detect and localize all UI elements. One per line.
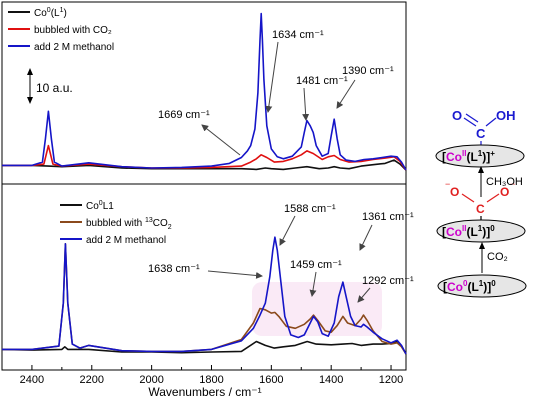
scheme-carboxyl-oh: OH	[496, 108, 516, 123]
annotation-arrows	[201, 41, 373, 303]
scheme-co2-minus-right: −	[510, 179, 515, 189]
scheme-co2-bond-right	[486, 193, 500, 203]
arrow-1481	[302, 87, 310, 121]
arrow-1634	[265, 41, 279, 113]
scheme-step-upper: CH₃OH	[486, 176, 523, 188]
scheme-co2-o-right: O	[500, 185, 509, 199]
x-tick-label-2200: 2200	[80, 374, 104, 386]
x-tick-label-2400: 2400	[20, 374, 44, 386]
scheme-carboxyl-bond-o-1	[463, 117, 477, 127]
scheme-top-ellipse	[435, 144, 525, 168]
scheme-top-complex: [CoII(L1)]+	[442, 149, 495, 164]
scheme-co2-o-left: O	[450, 185, 459, 199]
scheme-carboxyl-bond-o-2	[465, 113, 479, 123]
x-tick-label-1800: 1800	[199, 374, 223, 386]
scale-bar-label: 10 a.u.	[36, 81, 73, 95]
bottom-legend: Co0L1 bubbled with 13CO2 add 2 M methano…	[60, 200, 172, 246]
scheme-step-lower: CO₂	[487, 251, 508, 263]
x-tick-label-1400: 1400	[319, 374, 343, 386]
x-tick-label-1600: 1600	[259, 374, 283, 386]
scheme-middle-complex: [CoII(L1)]0	[442, 224, 495, 239]
bottom-legend-label-13co2: bubbled with 13CO2	[86, 217, 172, 231]
arrow-1390	[336, 79, 356, 109]
scheme-co2-minus-left: −	[445, 179, 450, 189]
bottom-panel-frame	[1, 183, 407, 371]
top-series-line-2	[2, 12, 407, 171]
label-1292: 1292 cm⁻¹	[362, 275, 414, 287]
label-1588: 1588 cm⁻¹	[284, 203, 336, 215]
arrow-1588	[279, 215, 296, 246]
label-1361: 1361 cm⁻¹	[362, 211, 414, 223]
arrow-1459	[309, 271, 317, 297]
scheme-arrow-upper-head	[478, 166, 484, 173]
scheme-carboxyl-o: O	[452, 108, 462, 123]
scale-bar	[27, 68, 33, 104]
scheme-arrow-lower-head	[479, 242, 485, 249]
bottom-series-line-0	[1, 340, 407, 355]
label-1459: 1459 cm⁻¹	[290, 259, 342, 271]
label-1634: 1634 cm⁻¹	[272, 29, 324, 41]
highlight-band	[252, 282, 382, 336]
scheme-carboxyl-bond-oh	[485, 117, 497, 127]
label-1638: 1638 cm⁻¹	[148, 263, 200, 275]
scheme-co2-bond-left	[461, 193, 475, 203]
top-legend-label-co2: bubbled with CO₂	[34, 25, 112, 36]
arrow-1361	[359, 224, 373, 251]
scheme-bottom-ellipse	[437, 274, 527, 298]
scheme-carboxyl-c: C	[476, 126, 486, 141]
top-series-line-0	[2, 159, 407, 171]
scheme-middle-ellipse	[436, 219, 526, 243]
top-legend-label-co: Co0(L1)	[34, 7, 67, 19]
arrow-1292	[357, 287, 371, 303]
top-legend-label-methanol: add 2 M methanol	[34, 42, 114, 53]
x-tick-label-1200: 1200	[379, 374, 403, 386]
bottom-legend-label-methanol: add 2 M methanol	[86, 235, 166, 246]
top-legend: Co0(L1) bubbled with CO₂ add 2 M methano…	[8, 7, 114, 53]
annotation-labels: 1669 cm⁻¹ 1634 cm⁻¹ 1481 cm⁻¹ 1390 cm⁻¹ …	[148, 29, 414, 287]
bottom-series-line-2	[2, 236, 407, 355]
scheme-co2-c: C	[476, 202, 485, 216]
bottom-legend-label-co: Co0L1	[86, 200, 114, 212]
label-1669: 1669 cm⁻¹	[158, 109, 210, 121]
label-1481: 1481 cm⁻¹	[296, 75, 348, 87]
x-tick-label-2000: 2000	[139, 374, 163, 386]
scheme-bottom-complex: [Co0(L1)]0	[443, 279, 496, 294]
arrow-1669	[201, 124, 241, 156]
label-1390: 1390 cm⁻¹	[342, 65, 394, 77]
x-axis-label: Wavenumbers / cm⁻¹	[148, 385, 261, 399]
arrow-1638	[207, 270, 263, 279]
reaction-scheme: O OH C [CoII(L1)]+ − O O − C [CoII(L1)]0…	[435, 108, 527, 298]
